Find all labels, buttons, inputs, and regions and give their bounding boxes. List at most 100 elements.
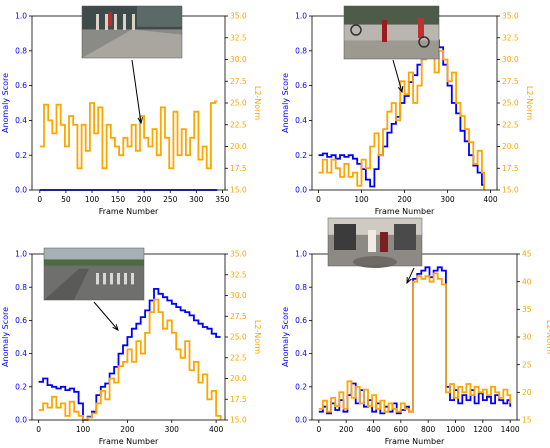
chart-panel-2: 0 100 200 300 400 0.0 0.2 0.4 0.6 0.8 1.0 15.0 17.5 2…: [281, 5, 534, 216]
y2-tick-label: 27.5: [230, 77, 247, 86]
pointer-arrow: [131, 59, 142, 124]
y2-tick-label: 17.5: [230, 164, 247, 173]
y-tick-label: 0.0: [295, 416, 307, 425]
series-anomaly-score-line: [318, 39, 485, 190]
y-tick-label: 1.0: [15, 250, 27, 259]
y2-tick-label: 30.0: [502, 55, 519, 64]
x-axis-label: Frame Number: [375, 207, 435, 216]
y-tick-label: 1.0: [295, 12, 307, 21]
y2-tick-label: 30.0: [230, 55, 247, 64]
y2-tick-label: 32.5: [230, 270, 247, 279]
y2-tick-label: 32.5: [502, 33, 519, 42]
y-tick-label: 0.4: [15, 116, 27, 125]
x-tick-label: 100: [354, 195, 369, 204]
y-tick-label: 0.8: [15, 283, 27, 292]
x-tick-label: 250: [163, 195, 178, 204]
y-tick-label: 0.4: [15, 349, 27, 358]
chart-panel-4: 0 200 400 600 800 1000 1200 1400 0.0 0.2 0.4 0.6 0.8…: [281, 217, 550, 446]
series-l2-norm-line: [318, 272, 512, 413]
y2-tick-label: 22.5: [230, 353, 247, 362]
y2-tick-label: 35: [522, 305, 532, 314]
y-tick-label: 0.2: [295, 151, 307, 160]
pointer-arrow-head: [137, 117, 144, 125]
x-tick-label: 1400: [501, 425, 520, 434]
y2-tick-label: 15.0: [230, 416, 247, 425]
y2-tick-label: 25: [522, 360, 532, 369]
series-l2-norm-line: [39, 100, 218, 170]
y2-tick-label: 20.0: [502, 142, 519, 151]
y2-axis-label: L2-Norm: [525, 86, 534, 120]
chart-panel-3: 0 100 200 300 400 0.0 0.2 0.4 0.6 0.8 1.0 15.0 17.5 2…: [1, 247, 262, 446]
x-tick-label: 400: [209, 425, 224, 434]
y2-tick-label: 20.0: [230, 142, 247, 151]
y-tick-label: 0.6: [15, 81, 27, 90]
y-tick-label: 0.8: [15, 46, 27, 55]
pointer-arrow-head: [406, 276, 412, 285]
pointer-arrow: [93, 301, 119, 331]
y2-axis-label: L2-Norm: [253, 320, 262, 354]
y2-tick-label: 27.5: [502, 77, 519, 86]
y-tick-label: 0.0: [15, 186, 27, 195]
y2-tick-label: 20.0: [230, 374, 247, 383]
x-tick-label: 200: [339, 425, 354, 434]
y2-tick-label: 22.5: [502, 120, 519, 129]
y2-tick-label: 15.0: [502, 186, 519, 195]
x-tick-label: 300: [165, 425, 180, 434]
x-tick-label: 400: [483, 195, 498, 204]
y-tick-label: 0.6: [295, 81, 307, 90]
y2-tick-label: 40: [522, 277, 532, 286]
y-tick-label: 0.6: [295, 316, 307, 325]
y-axis-label: Anomaly Score: [281, 73, 290, 133]
y-tick-label: 0.2: [295, 382, 307, 391]
y2-tick-label: 30: [522, 333, 532, 342]
y-tick-label: 0.6: [15, 316, 27, 325]
x-axis-label: Frame Number: [385, 437, 445, 446]
y2-axis-label: L2-Norm: [253, 86, 262, 120]
y2-tick-label: 45: [522, 250, 532, 259]
x-tick-label: 0: [316, 425, 321, 434]
series-l2-norm-line: [318, 23, 485, 190]
x-tick-label: 1200: [473, 425, 492, 434]
y2-tick-label: 25.0: [230, 99, 247, 108]
y-tick-label: 0.4: [295, 349, 307, 358]
series-anomaly-score-line: [38, 288, 221, 421]
y2-tick-label: 17.5: [230, 395, 247, 404]
thumbnail-street-crossing: [43, 247, 145, 301]
x-axis-label: Frame Number: [99, 437, 159, 446]
x-tick-label: 300: [440, 195, 455, 204]
x-axis-label: Frame Number: [99, 207, 159, 216]
y2-tick-label: 32.5: [230, 33, 247, 42]
y-tick-label: 0.4: [295, 116, 307, 125]
y2-tick-label: 35.0: [230, 12, 247, 21]
x-tick-label: 300: [189, 195, 204, 204]
y-tick-label: 0.0: [15, 416, 27, 425]
x-tick-label: 800: [421, 425, 436, 434]
y-tick-label: 0.2: [15, 382, 27, 391]
y2-tick-label: 15: [522, 416, 532, 425]
thumbnail-skater-and-cyclists: [343, 5, 440, 60]
y2-tick-label: 25.0: [230, 333, 247, 342]
pointer-arrow-head: [112, 324, 119, 331]
chart-panel-1: 0 50 100 150 200 250 300 350 0.0 0.2 0.4 0.6 0.8 1.0 1…: [1, 5, 262, 216]
x-tick-label: 1000: [446, 425, 465, 434]
y-axis-label: Anomaly Score: [1, 73, 10, 133]
x-tick-label: 200: [397, 195, 412, 204]
x-tick-label: 400: [366, 425, 381, 434]
y-tick-label: 1.0: [15, 12, 27, 21]
y2-axis-label: L2-Norm: [545, 320, 550, 354]
x-tick-label: 600: [394, 425, 409, 434]
x-tick-label: 200: [120, 425, 135, 434]
x-tick-label: 200: [137, 195, 152, 204]
y-axis-label: Anomaly Score: [281, 307, 290, 367]
series-l2-norm-line: [38, 298, 222, 421]
x-tick-label: 0: [36, 425, 41, 434]
y-tick-label: 0.0: [295, 186, 307, 195]
y2-tick-label: 35.0: [502, 12, 519, 21]
y2-tick-label: 27.5: [230, 312, 247, 321]
y-tick-label: 0.2: [15, 151, 27, 160]
thumbnail-indoor-fight: [327, 217, 423, 268]
pointer-arrow: [406, 267, 415, 284]
x-tick-label: 100: [85, 195, 100, 204]
y-tick-label: 1.0: [295, 250, 307, 259]
